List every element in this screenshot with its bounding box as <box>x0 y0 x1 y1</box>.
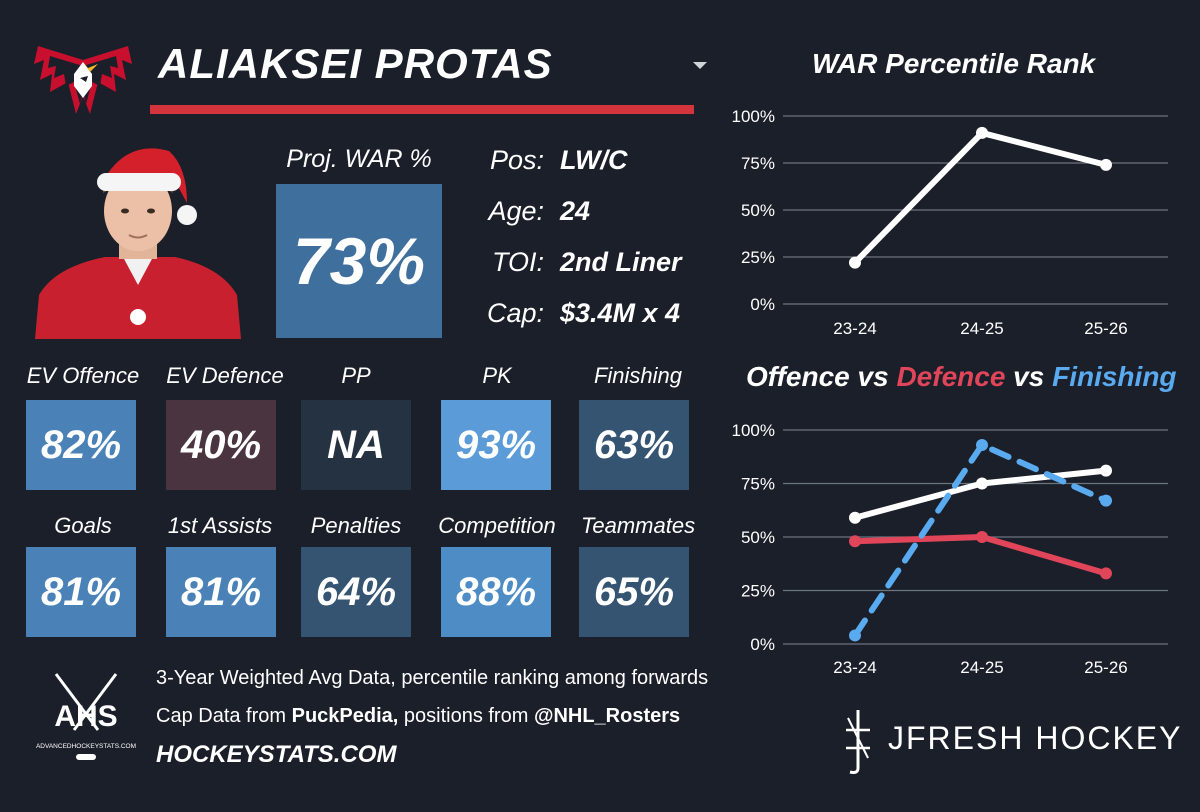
player-photo <box>35 148 241 339</box>
tile-label-ev-offence: EV Offence <box>26 363 140 388</box>
y-tick-label: 0% <box>750 295 775 314</box>
ahs-logo: AHS ADVANCEDHOCKEYSTATS.COM <box>36 673 136 760</box>
tile-label-finishing: Finishing <box>593 363 683 388</box>
data-point <box>849 629 861 642</box>
brand-name: JFRESH HOCKEY <box>888 720 1183 756</box>
x-tick-label: 24-25 <box>960 319 1003 338</box>
info-row-age: Age: 24 <box>466 191 726 231</box>
chevron-down-icon[interactable] <box>693 62 707 69</box>
info-row-position: Pos: LW/C <box>466 140 726 180</box>
tile-finishing: 63% <box>579 400 689 490</box>
title-finishing: Finishing <box>1052 361 1177 392</box>
data-point <box>1100 464 1112 477</box>
info-label: TOI: <box>491 246 544 277</box>
info-value: 24 <box>560 195 591 226</box>
info-row-cap: Cap: $3.4M x 4 <box>466 293 726 333</box>
name-underline <box>150 105 694 114</box>
tile-label-competition: Competition <box>438 513 556 538</box>
tile-ev-defence: 40% <box>166 400 276 490</box>
info-label: Age: <box>488 195 544 226</box>
proj-war-label: Proj. WAR % <box>286 145 432 173</box>
chart-title-compare: Offence vs Defence vs Finishing <box>746 361 1177 393</box>
y-tick-label: 50% <box>741 528 775 547</box>
info-value: 2nd Liner <box>560 246 682 277</box>
ahs-logo-text: AHS <box>54 700 117 733</box>
nhl-rosters-link[interactable]: @NHL_Rosters <box>533 705 681 727</box>
data-point <box>976 126 988 139</box>
tile-label-1st-assists: 1st Assists <box>167 513 273 538</box>
team-logo <box>34 46 132 114</box>
y-tick-label: 25% <box>741 582 775 601</box>
y-tick-label: 50% <box>741 201 775 220</box>
title-defence: Defence <box>896 361 1006 392</box>
tile-teammates: 65% <box>579 547 689 637</box>
info-label: Pos: <box>489 144 544 175</box>
data-point <box>849 256 861 269</box>
offence-defence-finishing-chart: 100% 75% 50% 25% 0% 23-24 24-25 25-26 <box>732 421 1168 677</box>
data-point <box>1100 158 1112 171</box>
y-tick-label: 25% <box>741 248 775 267</box>
proj-war-value: 73% <box>276 184 442 338</box>
tile-penalties: 64% <box>301 547 411 637</box>
info-row-toi: TOI: 2nd Liner <box>466 242 726 282</box>
tile-label-teammates: Teammates <box>580 513 696 538</box>
y-tick-label: 75% <box>741 154 775 173</box>
title-vs: vs <box>849 361 897 392</box>
tile-label-penalties: Penalties <box>310 513 402 538</box>
footer-source-mid: positions from <box>398 705 534 727</box>
puckpedia-link[interactable]: PuckPedia, <box>291 705 399 727</box>
data-point <box>1100 567 1112 580</box>
footer-source-pre: Cap Data from <box>156 705 292 727</box>
tile-1st-assists: 81% <box>166 547 276 637</box>
y-tick-label: 100% <box>732 107 775 126</box>
war-percentile-chart: 100% 75% 50% 25% 0% 23-24 24-25 25-26 <box>732 107 1168 338</box>
y-tick-label: 100% <box>732 421 775 440</box>
x-tick-label: 25-26 <box>1084 319 1127 338</box>
footer-source-note: Cap Data from PuckPedia, positions from … <box>156 705 680 728</box>
y-tick-label: 0% <box>750 635 775 654</box>
data-point <box>976 531 988 543</box>
data-point <box>849 511 861 524</box>
tile-pp: NA <box>301 400 411 490</box>
x-tick-label: 23-24 <box>833 319 876 338</box>
x-tick-label: 23-24 <box>833 658 876 677</box>
tile-ev-offence: 82% <box>26 400 136 490</box>
site-link[interactable]: HOCKEYSTATS.COM <box>156 741 397 768</box>
jfresh-logo-icon <box>846 710 870 774</box>
title-offence: Offence <box>746 361 850 392</box>
tile-competition: 88% <box>441 547 551 637</box>
footer-data-note: 3-Year Weighted Avg Data, percentile ran… <box>156 667 709 689</box>
tile-goals: 81% <box>26 547 136 637</box>
ahs-logo-subtitle: ADVANCEDHOCKEYSTATS.COM <box>36 743 136 750</box>
y-tick-label: 75% <box>741 475 775 494</box>
tile-label-pp: PP <box>341 363 371 388</box>
info-value: $3.4M x 4 <box>560 297 681 328</box>
data-point <box>976 477 988 490</box>
tile-label-ev-defence: EV Defence <box>166 363 284 388</box>
player-name: ALIAKSEI PROTAS <box>158 40 553 87</box>
x-tick-label: 25-26 <box>1084 658 1127 677</box>
info-label: Cap: <box>486 297 544 328</box>
series-line <box>852 129 1109 266</box>
title-vs: vs <box>1005 361 1053 392</box>
chart-title-war: WAR Percentile Rank <box>812 48 1096 79</box>
tile-label-pk: PK <box>482 363 512 388</box>
data-point <box>976 438 988 451</box>
info-value: LW/C <box>560 144 628 175</box>
x-tick-label: 24-25 <box>960 658 1003 677</box>
data-point <box>1100 494 1112 507</box>
tile-label-goals: Goals <box>54 513 112 538</box>
data-point <box>849 535 861 548</box>
tile-pk: 93% <box>441 400 551 490</box>
